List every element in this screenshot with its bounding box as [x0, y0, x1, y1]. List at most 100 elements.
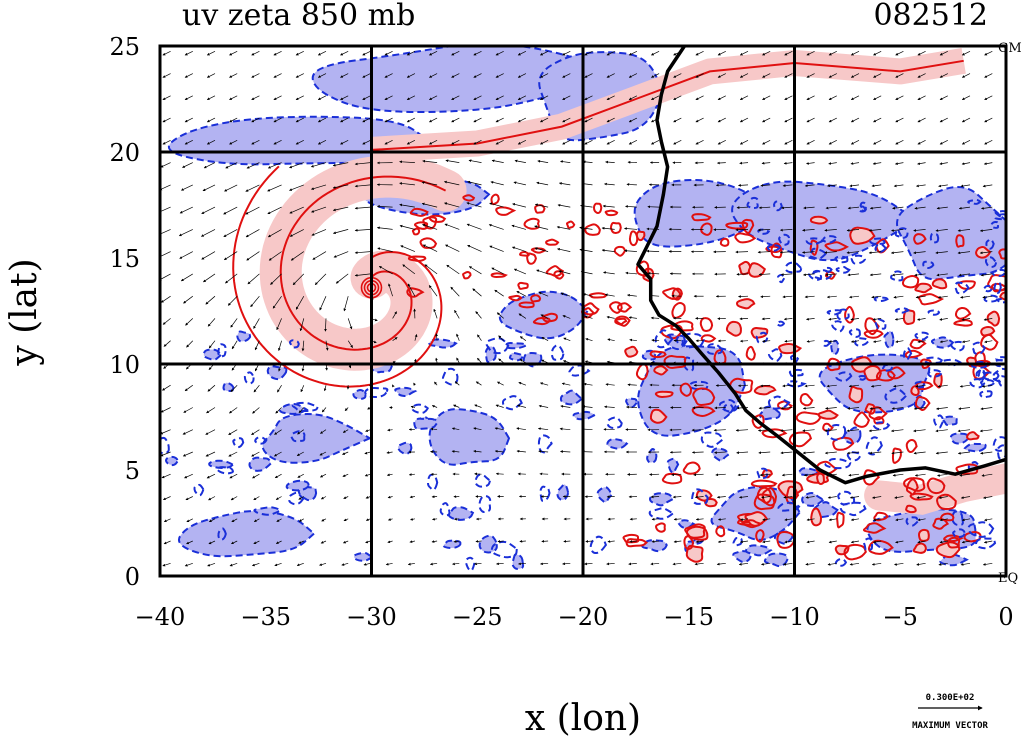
wind-vector — [779, 250, 793, 254]
negative-vorticity-cell — [160, 436, 170, 455]
wind-vector — [828, 73, 837, 78]
wind-vector — [691, 428, 704, 432]
negative-vorticity-cell — [394, 386, 418, 397]
wind-vector — [182, 162, 193, 168]
negative-vorticity-cell — [654, 329, 674, 349]
wind-vector — [295, 117, 304, 123]
positive-vorticity-cell — [649, 408, 668, 424]
wind-vector — [362, 95, 371, 101]
wind-vector — [695, 73, 704, 78]
wind-vector — [301, 340, 305, 352]
wind-vector — [378, 265, 393, 275]
wind-vector — [762, 95, 771, 101]
wind-vector — [208, 496, 216, 501]
negative-vorticity-cell — [922, 260, 935, 270]
wind-vector — [246, 162, 260, 169]
wind-vector — [783, 317, 793, 321]
positive-vorticity-cell — [776, 530, 796, 549]
wind-vector — [399, 182, 415, 186]
positive-vorticity-cell — [700, 334, 717, 343]
wind-vector — [453, 404, 460, 408]
wind-vector — [295, 73, 304, 78]
wind-vector — [275, 496, 282, 500]
wind-vector — [223, 206, 238, 215]
wind-vector — [984, 117, 993, 123]
positive-vorticity-cell — [809, 215, 829, 225]
wind-vector — [894, 562, 904, 566]
wind-vector — [454, 309, 460, 319]
wind-vector — [289, 162, 304, 169]
wind-vector — [376, 205, 393, 208]
wind-vector — [850, 340, 860, 343]
wind-vector — [268, 251, 282, 261]
wind-vector — [186, 540, 193, 545]
wind-vector — [781, 206, 793, 210]
negative-vorticity-cell — [217, 527, 227, 541]
positive-vorticity-cell — [966, 431, 980, 441]
wind-vector — [761, 161, 771, 165]
positive-vorticity-cell — [954, 306, 972, 320]
wind-vector — [917, 117, 926, 123]
wind-vector — [960, 295, 971, 299]
wind-vector — [606, 117, 615, 123]
negative-vorticity-cell — [848, 328, 861, 338]
positive-vorticity-cell — [653, 365, 669, 376]
plot-area — [160, 46, 1006, 576]
wind-vector — [343, 296, 349, 312]
wind-vector — [245, 206, 260, 215]
wind-vector — [694, 495, 704, 499]
wind-vector — [406, 50, 416, 56]
wind-vector — [646, 249, 660, 253]
positive-vorticity-cell — [980, 325, 996, 337]
wind-vector — [179, 251, 193, 259]
wind-vector — [517, 404, 526, 408]
wind-vector — [274, 473, 282, 479]
wind-vector — [650, 139, 660, 145]
wind-vector — [251, 117, 260, 123]
wind-vector — [804, 384, 815, 388]
x-tick-label: −35 — [240, 603, 291, 631]
positive-vorticity-cell — [905, 504, 917, 514]
wind-vector — [511, 246, 527, 252]
wind-vector — [762, 518, 771, 521]
wind-vector — [961, 73, 971, 78]
wind-vector — [534, 225, 549, 230]
negative-vorticity-cell — [411, 403, 430, 414]
wind-vector — [895, 95, 904, 101]
wind-vector — [384, 73, 393, 78]
wind-vector — [332, 229, 349, 235]
wind-vector — [376, 226, 393, 230]
wind-vector — [228, 451, 238, 457]
negative-vorticity-cell — [484, 345, 497, 363]
wind-vector — [422, 244, 438, 252]
positive-vorticity-cell — [622, 533, 640, 544]
wind-vector — [495, 472, 504, 476]
wind-vector — [606, 562, 615, 566]
wind-vector — [984, 95, 993, 101]
positive-vorticity-cell — [685, 544, 704, 563]
negative-vorticity-cell — [596, 486, 613, 504]
wind-vector — [300, 385, 305, 393]
wind-vector — [868, 228, 882, 232]
negative-vorticity-cell — [648, 492, 675, 507]
wind-vector — [804, 295, 815, 299]
wind-vector — [806, 340, 815, 343]
negative-vorticity-cell — [217, 343, 227, 358]
negative-vorticity-cell — [839, 501, 867, 517]
wind-vector — [206, 139, 216, 145]
wind-vector — [384, 139, 393, 145]
wind-vector — [983, 318, 993, 321]
wind-vector — [182, 451, 193, 457]
wind-vector — [409, 540, 415, 544]
positive-vorticity-cell — [406, 287, 425, 298]
negative-vorticity-cell — [822, 339, 832, 347]
wind-vector — [399, 224, 415, 230]
x-tick-label: −20 — [558, 603, 609, 631]
wind-vector — [628, 139, 638, 145]
negative-vorticity-cell — [971, 341, 986, 355]
wind-vector — [421, 181, 438, 186]
wind-vector — [870, 384, 882, 388]
wind-vector — [960, 184, 971, 188]
wind-vector — [584, 562, 593, 566]
wind-vector — [695, 540, 704, 544]
